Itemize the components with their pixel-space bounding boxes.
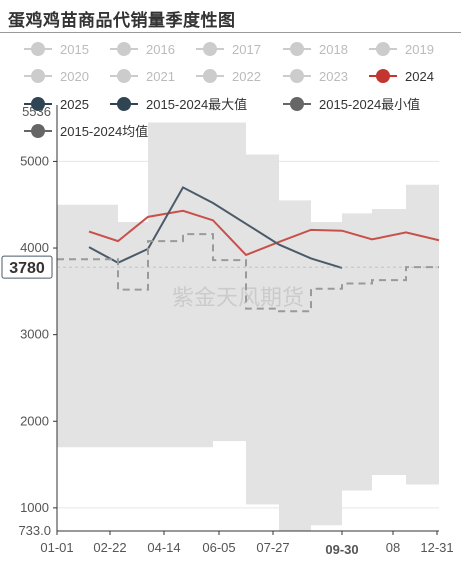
legend-item-2016[interactable]: 2016: [110, 42, 175, 57]
crosshair-label-text: 3780: [9, 260, 45, 277]
band-area: [57, 122, 439, 532]
legend-label: 2015-2024均值: [60, 124, 148, 139]
legend-label: 2015-2024最大值: [146, 97, 247, 112]
legend-label: 2017: [232, 42, 261, 57]
watermark-text: 紫金天风期货: [172, 286, 304, 311]
legend-item-2015-2024最小值[interactable]: 2015-2024最小值: [283, 97, 420, 112]
series-line-2024: [88, 209, 440, 257]
legend-item-2021[interactable]: 2021: [110, 69, 175, 84]
x-tick-label-01-01: 01-01: [40, 540, 73, 555]
legend-marker-dot: [290, 97, 304, 111]
legend-marker-dot: [31, 97, 45, 111]
series-lines: [57, 186, 440, 313]
legend-label: 2023: [319, 69, 348, 84]
legend-label: 2016: [146, 42, 175, 57]
y-tick-label-2000: 2000: [20, 413, 49, 428]
legend[interactable]: 2015 2016 2017 2018 2019 2020 2021 2022 2023 2024…: [24, 42, 434, 139]
title-divider: [0, 32, 461, 33]
legend-marker-dot: [376, 69, 390, 83]
legend-label: 2024: [405, 69, 434, 84]
legend-marker-dot: [203, 69, 217, 83]
legend-label: 2015-2024最小值: [319, 97, 420, 112]
legend-marker-dot: [203, 42, 217, 56]
legend-label: 2019: [405, 42, 434, 57]
legend-item-2018[interactable]: 2018: [283, 42, 348, 57]
legend-marker-dot: [31, 124, 45, 138]
legend-item-2024[interactable]: 2024: [369, 69, 434, 84]
x-tick-label-12-31: 12-31: [420, 540, 453, 555]
max-min-band: [57, 122, 439, 532]
legend-marker-dot: [31, 42, 45, 56]
y-tick-label-5000: 5000: [20, 153, 49, 168]
crosshair-label-box: [1, 255, 53, 279]
legend-marker-dot: [117, 42, 131, 56]
x-tick-label-08: 08: [386, 540, 400, 555]
legend-marker-dot: [117, 97, 131, 111]
legend-marker-dot: [290, 69, 304, 83]
legend-marker-dot: [290, 42, 304, 56]
y-min-label: 733.0: [18, 523, 51, 538]
x-tick-label-02-22: 02-22: [93, 540, 126, 555]
legend-marker-dot: [117, 69, 131, 83]
legend-item-2015-2024均值[interactable]: 2015-2024均值: [24, 124, 148, 139]
y-tick-label-1000: 1000: [20, 500, 49, 515]
legend-label: 2025: [60, 97, 89, 112]
x-tick-label-07-27: 07-27: [256, 540, 289, 555]
legend-label: 2022: [232, 69, 261, 84]
legend-label: 2021: [146, 69, 175, 84]
x-tick-label-04-14: 04-14: [147, 540, 180, 555]
legend-marker-dot: [376, 42, 390, 56]
x-tick-label-06-05: 06-05: [202, 540, 235, 555]
legend-item-2022[interactable]: 2022: [196, 69, 261, 84]
legend-marker-dot: [31, 69, 45, 83]
legend-item-2025[interactable]: 2025: [24, 97, 89, 112]
legend-item-2017[interactable]: 2017: [196, 42, 261, 57]
legend-label: 2020: [60, 69, 89, 84]
series-line-2025: [88, 186, 343, 269]
x-tick-label-09-30: 09-30: [325, 542, 358, 557]
chart-title: 蛋鸡鸡苗商品代销量季度性图: [8, 11, 236, 31]
y-tick-label-3000: 3000: [20, 327, 49, 342]
legend-item-2015[interactable]: 2015: [24, 42, 89, 57]
crosshair: 3780: [1, 255, 439, 279]
series-line-mean: [57, 233, 439, 313]
legend-item-2015-2024最大值[interactable]: 2015-2024最大值: [110, 97, 247, 112]
legend-item-2023[interactable]: 2023: [283, 69, 348, 84]
legend-item-2020[interactable]: 2020: [24, 69, 89, 84]
legend-item-2019[interactable]: 2019: [369, 42, 434, 57]
y-tick-label-4000: 4000: [20, 240, 49, 255]
legend-label: 2015: [60, 42, 89, 57]
watermark: 紫金天风期货: [172, 286, 304, 311]
legend-label: 2018: [319, 42, 348, 57]
